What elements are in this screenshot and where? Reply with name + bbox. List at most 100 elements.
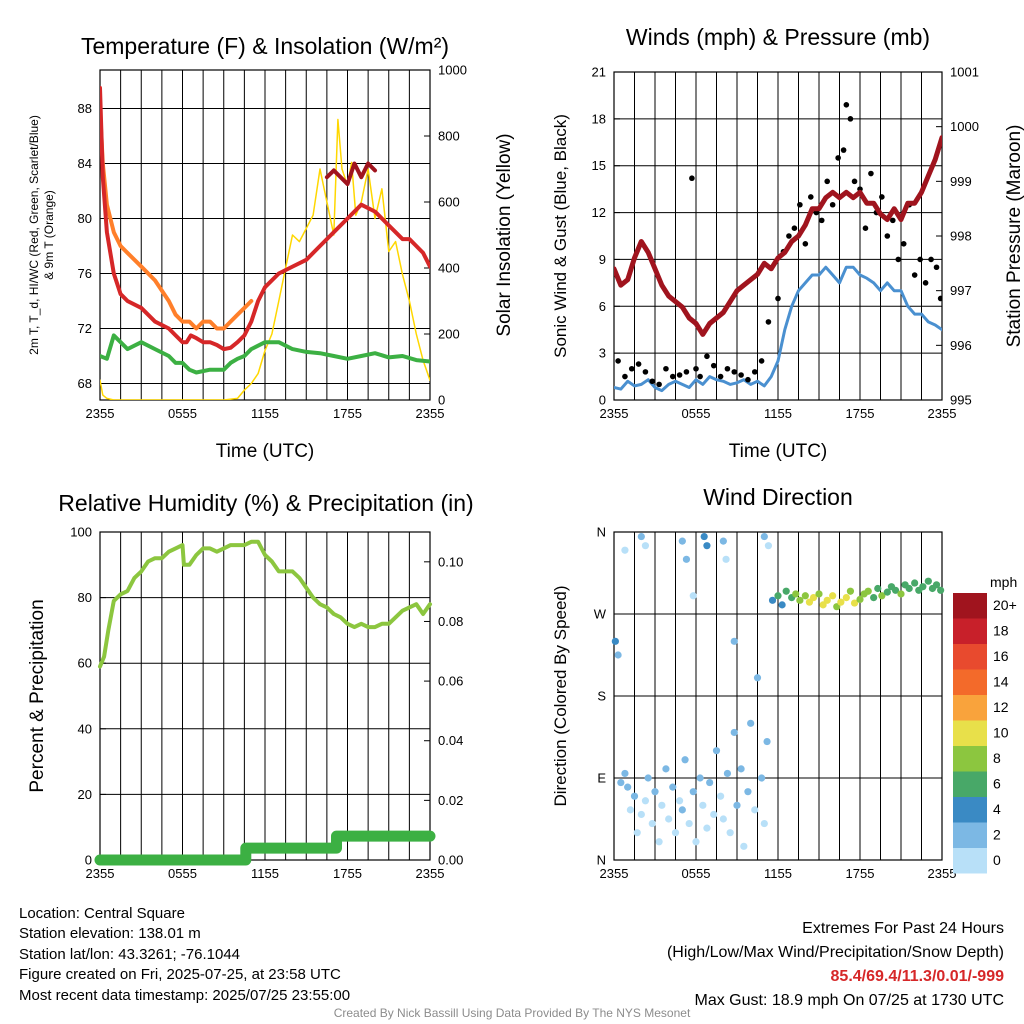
colorbar-label: 18 [993, 623, 1009, 639]
y-tick-label: 3 [599, 346, 606, 361]
y-tick-label: 60 [78, 656, 92, 671]
credit-text: Created By Nick Bassill Using Data Provi… [333, 1006, 691, 1020]
direction-point [726, 829, 734, 837]
data-layer [94, 539, 436, 866]
direction-point [730, 728, 738, 737]
direction-point [689, 592, 697, 600]
gust-point [649, 378, 656, 385]
direction-point [648, 819, 656, 828]
y-tick-label: 0 [85, 853, 92, 868]
direction-point [678, 537, 686, 545]
x-tick-label: 2355 [416, 406, 445, 421]
gust-point [786, 233, 792, 239]
direction-point [883, 588, 891, 596]
gust-point [884, 233, 891, 239]
y-tick-label: 6 [599, 299, 606, 314]
direction-point [837, 598, 845, 606]
x-tick-label: 2355 [928, 406, 957, 421]
y-tick-label: 80 [78, 590, 92, 605]
gust-point [689, 175, 695, 182]
direction-point [737, 765, 745, 773]
plot-frame [613, 531, 943, 861]
direction-point [874, 584, 882, 593]
gust-point [628, 365, 635, 372]
plot-frame [99, 531, 431, 861]
direction-point [870, 594, 878, 602]
direction-point [809, 594, 818, 602]
direction-point [760, 819, 768, 828]
series-line [100, 85, 430, 352]
y2-tick-label: 200 [438, 327, 460, 342]
y-tick-label: 72 [78, 321, 92, 336]
colorbar-swatch [953, 771, 987, 797]
x-tick-label: 2355 [86, 406, 115, 421]
y2-tick-label: 400 [438, 261, 460, 276]
direction-point [644, 774, 652, 782]
extremes-title: Extremes For Past 24 Hours [802, 920, 1004, 937]
direction-point [706, 778, 714, 787]
direction-point [617, 778, 625, 787]
direction-point [626, 806, 635, 814]
gust-point [676, 372, 683, 378]
direction-point [764, 542, 773, 550]
y2-tick-label: 999 [950, 174, 972, 189]
gust-point [862, 225, 869, 231]
direction-point [740, 842, 748, 850]
y-tick-label: 84 [78, 156, 92, 171]
series-line [100, 106, 254, 331]
direction-point [733, 801, 741, 809]
y-axis-label-line2: & 9m T (Orange) [42, 190, 56, 280]
y-tick-label: 76 [78, 266, 92, 281]
gust-point [642, 369, 649, 375]
gust-point [693, 365, 699, 372]
gust-point [797, 201, 803, 208]
direction-point [919, 583, 927, 591]
direction-point [671, 829, 680, 837]
direction-point [678, 806, 686, 814]
gust-point [917, 256, 923, 263]
elevation-text: Station elevation: 138.01 m [19, 925, 201, 943]
gust-point [890, 217, 896, 224]
x-tick-label: 2355 [600, 406, 629, 421]
gust-point [824, 178, 830, 185]
direction-point [815, 590, 823, 598]
y-axis-label: Sonic Wind & Gust (Blue, Black) [551, 114, 570, 358]
x-tick-label: 2355 [928, 866, 957, 881]
recent-data-text: Most recent data timestamp: 2025/07/25 2… [19, 986, 351, 1004]
gust-point [937, 295, 942, 302]
x-tick-label: 0555 [682, 866, 711, 881]
latlon-text: Station lat/lon: 43.3261; -76.1044 [19, 945, 241, 963]
colorbar-swatch [953, 669, 987, 695]
gust-point [900, 241, 907, 247]
gust-point [851, 178, 858, 185]
colorbar-label: 14 [993, 674, 1009, 690]
max-gust-text: Max Gust: 18.9 mph On 07/25 at 1730 UTC [694, 992, 1005, 1009]
colorbar-swatch [953, 695, 987, 721]
extremes-subtitle: (High/Low/Max Wind/Precipitation/Snow De… [666, 944, 1004, 961]
direction-point [864, 587, 872, 595]
gust-point [791, 225, 798, 231]
humidity-precip-panel: 2355 0555 1155 1755 23550204060801000.000.02… [27, 490, 474, 881]
gust-point [765, 319, 772, 325]
direction-point [662, 765, 670, 773]
gust-point [683, 369, 690, 375]
gust-point [622, 373, 628, 380]
gust-point [808, 194, 814, 200]
direction-point [681, 756, 689, 764]
direction-point [932, 581, 941, 589]
y-tick-label: 12 [592, 205, 606, 220]
y2-tick-label: 1001 [950, 65, 979, 80]
y-tick-label: S [597, 689, 606, 704]
y2-tick-label: 1000 [438, 63, 467, 78]
direction-point [719, 537, 727, 545]
direction-point [850, 599, 859, 607]
direction-point [730, 637, 738, 645]
direction-point [924, 577, 932, 585]
data-layer [611, 532, 945, 850]
direction-point [753, 674, 762, 682]
direction-point [696, 774, 704, 782]
colorbar-label: 10 [993, 725, 1009, 741]
x-tick-label: 1755 [846, 406, 875, 421]
data-layer [614, 102, 942, 393]
